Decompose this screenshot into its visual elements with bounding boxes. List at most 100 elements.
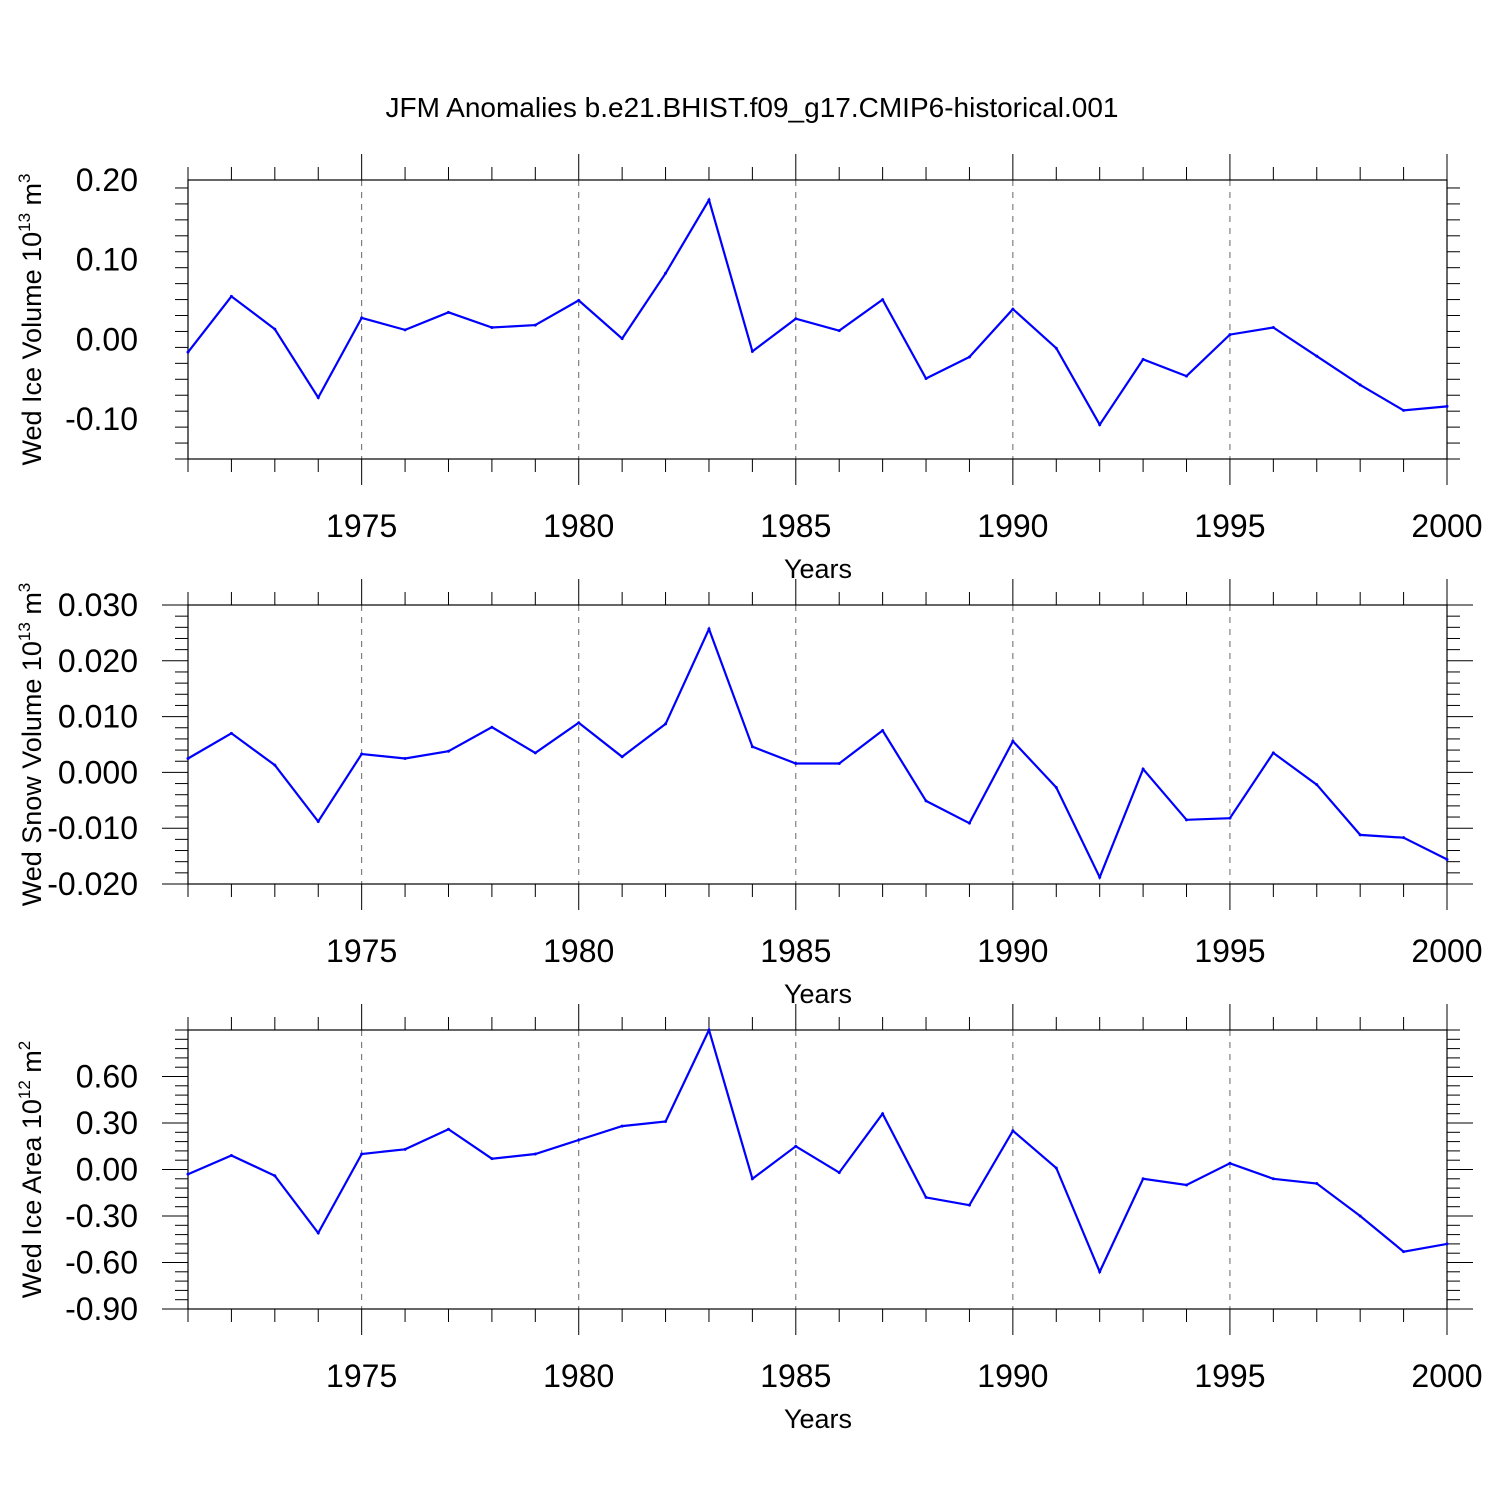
data-point (1141, 357, 1145, 361)
data-point (490, 725, 494, 729)
data-point (664, 271, 668, 275)
x-tick-label: 1975 (326, 508, 397, 544)
chart-title: JFM Anomalies b.e21.BHIST.f09_g17.CMIP6-… (385, 92, 1118, 123)
data-point (750, 1177, 754, 1181)
data-point (1098, 875, 1102, 879)
data-point (1011, 1129, 1015, 1133)
data-point (403, 1147, 407, 1151)
x-axis-label: Years (784, 979, 852, 1009)
data-point (707, 627, 711, 631)
data-point (881, 1112, 885, 1116)
data-point (1054, 346, 1058, 350)
data-point (794, 761, 798, 765)
y-axis-label-part: 12 (15, 1080, 34, 1099)
data-point (446, 310, 450, 314)
data-point (403, 756, 407, 760)
y-axis-label-part: Wed Ice Area 10 (17, 1099, 47, 1298)
data-point (1271, 1177, 1275, 1181)
x-tick-label: 1990 (977, 933, 1048, 969)
data-point (750, 349, 754, 353)
y-axis-label-part: m (17, 1050, 47, 1080)
y-tick-label: -0.60 (65, 1245, 138, 1281)
data-point (1271, 325, 1275, 329)
data-point (1185, 374, 1189, 378)
data-point (1228, 333, 1232, 337)
y-tick-label: -0.30 (65, 1198, 138, 1234)
x-tick-label: 1985 (760, 933, 831, 969)
data-point (1445, 404, 1449, 408)
data-point (360, 752, 364, 756)
data-point (446, 749, 450, 753)
data-point (881, 729, 885, 733)
y-tick-label: -0.020 (47, 866, 138, 902)
data-point (967, 821, 971, 825)
y-axis-label-part: m (17, 183, 47, 213)
y-tick-label: -0.10 (65, 401, 138, 437)
x-axis-label: Years (784, 1404, 852, 1434)
data-point (1011, 307, 1015, 311)
y-tick-label: 0.10 (76, 242, 138, 278)
y-tick-label: 0.00 (76, 321, 138, 357)
x-tick-label: 1995 (1194, 508, 1265, 544)
x-tick-label: 1980 (543, 1358, 614, 1394)
data-point (1054, 1166, 1058, 1170)
data-point (1445, 857, 1449, 861)
y-tick-label: 0.30 (76, 1105, 138, 1141)
data-point (967, 1203, 971, 1207)
data-point (186, 756, 190, 760)
data-point (620, 337, 624, 341)
data-point (490, 325, 494, 329)
x-tick-label: 1990 (977, 508, 1048, 544)
panel-2: 1975 1980 1985 1990 1995 2000 0.030 0.020 0.010 0… (15, 579, 1483, 1009)
data-point (794, 1144, 798, 1148)
y-axis-label-part: 13 (15, 213, 34, 232)
data-point (490, 1157, 494, 1161)
data-point (1358, 1214, 1362, 1218)
data-point (1228, 1161, 1232, 1165)
data-point (664, 722, 668, 726)
data-point (577, 721, 581, 725)
data-point (707, 198, 711, 202)
data-point (1011, 739, 1015, 743)
data-point (316, 1231, 320, 1235)
plot-frame (187, 1029, 1448, 1310)
data-point (881, 298, 885, 302)
data-point (229, 1154, 233, 1158)
series-line (187, 626, 1448, 881)
data-point (316, 396, 320, 400)
data-point (403, 328, 407, 332)
data-point (837, 1171, 841, 1175)
y-axis-label: Wed Ice Volume 1013 m3 (15, 173, 47, 465)
data-point (1358, 383, 1362, 387)
data-point (1445, 1242, 1449, 1246)
data-point (924, 1195, 928, 1199)
y-tick-label: 0.60 (76, 1059, 138, 1095)
y-tick-label: 0.00 (76, 1152, 138, 1188)
y-axis-label-part: 3 (15, 583, 34, 592)
y-axis-label-part: m (17, 592, 47, 622)
data-point (837, 329, 841, 333)
series-line (187, 1026, 1448, 1275)
data-point (1141, 767, 1145, 771)
data-point (360, 316, 364, 320)
data-point (533, 323, 537, 327)
data-point (1358, 833, 1362, 837)
data-point (577, 298, 581, 302)
data-point (620, 1124, 624, 1128)
y-axis-label-part: Wed Snow Volume 10 (17, 641, 47, 906)
data-point (620, 755, 624, 759)
data-point (186, 350, 190, 354)
data-point (664, 1119, 668, 1123)
x-tick-label: 1995 (1194, 1358, 1265, 1394)
data-point (273, 327, 277, 331)
x-tick-label: 1980 (543, 508, 614, 544)
data-point (577, 1138, 581, 1142)
y-axis-label: Wed Ice Area 1012 m2 (15, 1041, 47, 1299)
data-point (924, 376, 928, 380)
data-point (1402, 408, 1406, 412)
data-point (1402, 836, 1406, 840)
x-tick-label: 2000 (1411, 1358, 1482, 1394)
x-axis-label: Years (784, 554, 852, 584)
y-tick-label: 0.020 (58, 643, 138, 679)
y-tick-label: 0.20 (76, 162, 138, 198)
